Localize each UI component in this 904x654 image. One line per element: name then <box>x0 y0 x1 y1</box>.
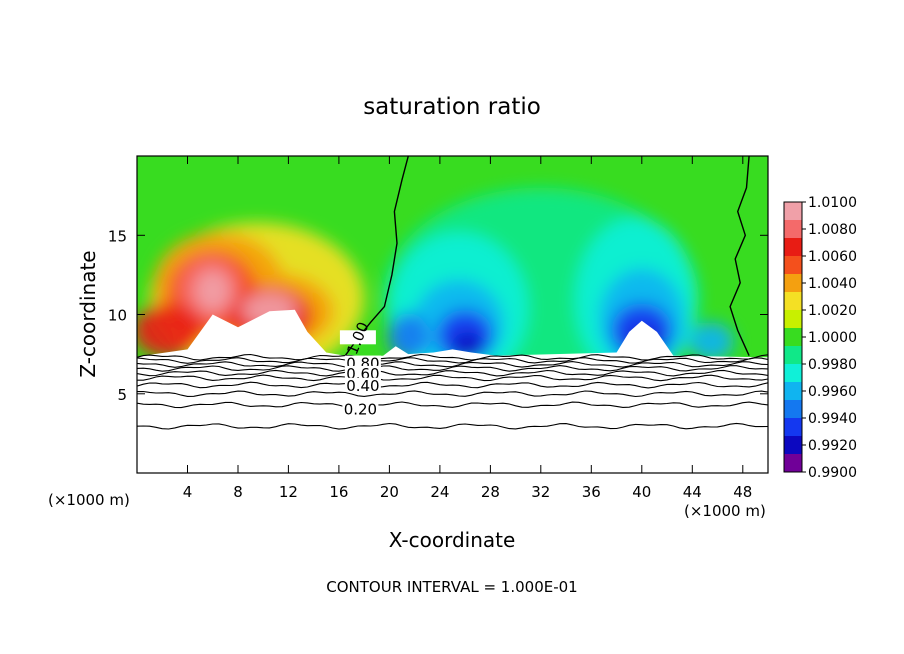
subsaturated-region <box>137 309 768 473</box>
contour-line <box>137 357 768 364</box>
x-tick-label: 24 <box>430 483 449 501</box>
contour-line <box>137 369 768 377</box>
y-axis: 5 10 15 <box>108 227 768 404</box>
x-tick-label: 12 <box>279 483 298 501</box>
contour-line-1-00-east <box>729 156 750 356</box>
x-tick-label: 8 <box>233 483 243 501</box>
colorbar-swatch <box>784 238 802 257</box>
contour-line <box>137 365 768 372</box>
contour-label: 0.20 <box>342 401 379 419</box>
contour-line <box>137 353 768 361</box>
colorbar-swatch <box>784 454 802 473</box>
contour-lines <box>137 353 768 430</box>
colorbar-label: 1.0040 <box>808 276 857 292</box>
colorbar-label: 0.9920 <box>808 438 857 454</box>
colorbar-label: 1.0020 <box>808 303 857 319</box>
y-axis-label: Z-coordinate <box>76 250 100 377</box>
colorbar: 1.0100 1.0080 1.0060 1.0040 1.0020 1.0000 0.99… <box>783 195 857 481</box>
colorbar-label: 1.0100 <box>808 195 857 211</box>
colorbar-label: 0.9900 <box>808 465 857 481</box>
chart-title: saturation ratio <box>363 94 541 120</box>
colorbar-swatch <box>784 292 802 311</box>
x-tick-label: 36 <box>582 483 601 501</box>
x-tick-label: 44 <box>683 483 702 501</box>
x-unit-right: (×1000 m) <box>684 502 766 520</box>
contour-line <box>137 422 768 430</box>
colorbar-label: 0.9960 <box>808 384 857 400</box>
colorbar-swatch <box>784 310 802 329</box>
colorbar-swatch <box>784 400 802 419</box>
colorbar-swatch <box>784 364 802 383</box>
contour-line <box>137 374 768 382</box>
x-tick-label: 40 <box>632 483 651 501</box>
svg-text:0.40: 0.40 <box>346 377 379 395</box>
colorbar-label: 0.9940 <box>808 411 857 427</box>
y-tick-label: 5 <box>117 386 127 404</box>
saturation-field <box>137 156 768 473</box>
contour-interval-note: CONTOUR INTERVAL = 1.000E-01 <box>326 578 577 596</box>
colorbar-swatch <box>784 328 802 347</box>
x-tick-label: 16 <box>329 483 348 501</box>
colorbar-swatch <box>784 220 802 239</box>
x-tick-label: 20 <box>380 483 399 501</box>
colorbar-label: 1.0080 <box>808 222 857 238</box>
colorbar-label: 1.0000 <box>808 330 857 346</box>
contour-line <box>137 390 768 398</box>
colorbar-swatch <box>784 346 802 365</box>
x-tick-label: 28 <box>481 483 500 501</box>
x-unit-left: (×1000 m) <box>48 491 130 509</box>
y-tick-label: 15 <box>108 227 127 245</box>
colorbar-swatch <box>784 382 802 401</box>
contour-line <box>137 361 768 368</box>
field-region <box>137 303 204 358</box>
x-axis: 4 8 12 16 20 24 28 32 36 40 44 48 <box>183 156 752 501</box>
colorbar-swatch <box>784 256 802 275</box>
colorbar-label: 1.0060 <box>808 249 857 265</box>
x-axis-label: X-coordinate <box>389 528 516 552</box>
field-region <box>688 322 734 361</box>
field-region <box>195 270 231 312</box>
colorbar-label: 0.9980 <box>808 357 857 373</box>
y-tick-label: 10 <box>108 307 127 325</box>
contour-line <box>137 381 768 389</box>
colorbar-swatch <box>784 418 802 437</box>
contour-label: 0.40 <box>344 377 381 395</box>
x-tick-label: 4 <box>183 483 193 501</box>
svg-text:0.20: 0.20 <box>344 401 377 419</box>
x-tick-label: 48 <box>733 483 752 501</box>
colorbar-swatch <box>784 202 802 221</box>
colorbar-swatch <box>784 274 802 293</box>
contour-line <box>137 401 768 409</box>
colorbar-swatch <box>784 436 802 455</box>
x-tick-label: 32 <box>531 483 550 501</box>
contour-labels: 1.000.800.600.400.20 <box>339 319 381 419</box>
